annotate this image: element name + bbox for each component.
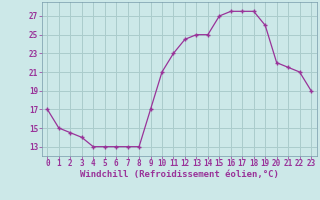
X-axis label: Windchill (Refroidissement éolien,°C): Windchill (Refroidissement éolien,°C) <box>80 170 279 179</box>
